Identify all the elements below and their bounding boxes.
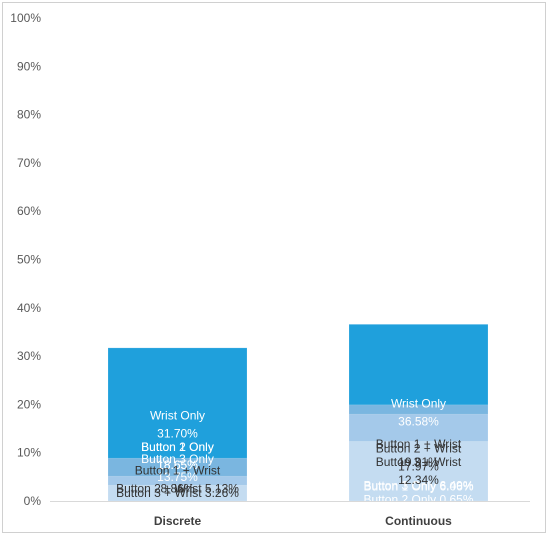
bar-continuous <box>348 324 489 502</box>
segment-label: Button 1 Only 6.06% <box>363 479 473 493</box>
segment-label: 13.75% <box>157 470 198 484</box>
y-tick-label: 70% <box>17 156 41 170</box>
x-category-label: Discrete <box>154 514 202 528</box>
y-axis: 0% 10% 20% 30% 40% 50% 60% 70% 80% 90% 100% <box>10 11 41 508</box>
x-axis: Discrete Continuous <box>50 501 530 528</box>
segment-label: Button 1 + Wrist <box>376 437 462 451</box>
segment-label: Wrist Only <box>150 408 205 422</box>
bar-discrete <box>107 347 248 502</box>
y-tick-label: 80% <box>17 108 41 122</box>
segment-label: 8.86% <box>160 482 194 496</box>
y-tick-label: 50% <box>17 253 41 267</box>
segment-label: Button 3 Only <box>141 452 214 466</box>
segment-label: 17.97% <box>398 460 439 474</box>
y-tick-label: 0% <box>24 494 42 508</box>
segment-label: Button 1 + Wrist <box>135 464 221 478</box>
y-tick-label: 90% <box>17 59 41 73</box>
y-tick-label: 10% <box>17 446 41 460</box>
segment-label: Wrist Only <box>391 397 446 411</box>
segment-label: Button 2 + Wrist <box>376 442 462 456</box>
y-tick-label: 30% <box>17 349 41 363</box>
segment-label: 18.65% <box>157 458 198 472</box>
segment-label: 12.34% <box>398 473 439 487</box>
segment-label: 19.91% <box>398 455 439 469</box>
segment-label: 36.58% <box>398 415 439 429</box>
segment-label: Button 3 Only 6.49% <box>363 478 473 492</box>
segment-button3_wrist <box>348 441 489 502</box>
y-tick-label: 60% <box>17 204 41 218</box>
y-tick-label: 40% <box>17 301 41 315</box>
segment-label: Button 3 + Wrist <box>376 455 462 469</box>
segment-label: Button 2 + Wrist 5.13% <box>116 482 239 496</box>
segment-label: 31.70% <box>157 426 198 440</box>
segment-label: Button 3 + Wrist 3.26% <box>116 486 239 500</box>
segment-label: Button 1 Only <box>141 440 214 454</box>
bars <box>107 324 489 502</box>
segment-label: Button 2 Only 0.65% <box>363 492 473 506</box>
x-category-label: Continuous <box>385 514 452 528</box>
segment-label: Button 2 Only <box>141 440 214 454</box>
y-tick-label: 100% <box>10 11 41 25</box>
segment-label: 18.65% <box>157 458 198 472</box>
y-tick-label: 20% <box>17 397 41 411</box>
